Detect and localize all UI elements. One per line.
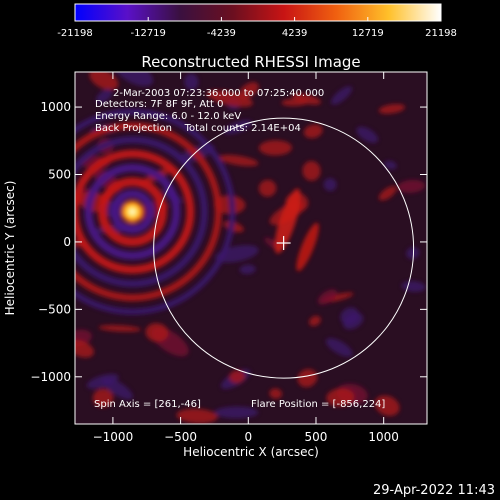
heatmap-blob: [98, 325, 142, 332]
heatmap-blob: [356, 126, 379, 143]
ring-artifact: [75, 122, 222, 302]
heatmap-blob: [397, 179, 426, 193]
heatmap-blob: [281, 98, 308, 107]
heatmap-blob: [89, 72, 119, 91]
heatmap-blob: [239, 264, 256, 275]
ring-artifact: [110, 189, 155, 234]
heatmap-blob: [229, 370, 245, 384]
ring-artifact: [75, 149, 195, 274]
x-tick-label: −500: [164, 430, 197, 444]
colorbar-tick-label: 4239: [282, 28, 307, 39]
colorbar-tick-label: -12719: [130, 28, 165, 39]
ring-artifact: [75, 136, 208, 288]
heatmap-blob: [291, 93, 322, 105]
axis-ticks: −1000 −500 0 500 1000 −1000 −500 0 500 1000: [30, 72, 427, 444]
x-tick-label: 0: [244, 430, 252, 444]
heatmap-layer: [75, 72, 426, 424]
ring-artifact: [75, 108, 236, 315]
plot-frame: [74, 71, 428, 425]
chart-title: Reconstructed RHESSI Image: [141, 53, 360, 71]
colorbar: -21198 -12719 -4239 4239 12719 21198: [57, 3, 457, 39]
colorbar-tick-label: 12719: [352, 28, 384, 39]
ring-artifact: [84, 163, 181, 260]
heatmap-blob: [114, 72, 154, 87]
heatmap-blob: [258, 140, 292, 156]
heatmap-blob: [258, 179, 277, 197]
heatmap-blob: [269, 388, 283, 399]
heatmap-blob: [145, 323, 169, 342]
heatmap-blob: [325, 338, 353, 357]
heatmap-blob: [401, 281, 426, 292]
footer-timestamp: 29-Apr-2022 11:43: [373, 483, 495, 498]
heatmap-blob: [92, 388, 114, 408]
colorbar-bar: [74, 3, 442, 22]
heatmap-blob: [176, 408, 218, 424]
x-axis-label: Heliocentric X (arcsec): [183, 445, 319, 459]
heatmap-blob: [303, 124, 323, 139]
info-line-detectors: Detectors: 7F 8F 9F, Att 0: [95, 99, 223, 110]
flare-source: [119, 198, 146, 225]
heatmap-blob: [340, 307, 359, 325]
x-tick-label: 500: [305, 430, 328, 444]
center-streak: [274, 188, 301, 254]
heatmap-blob: [406, 247, 420, 259]
heatmap-blob: [378, 103, 406, 114]
heatmap-blob: [323, 178, 337, 192]
info-block: 2-Mar-2003 07:23:36.000 to 07:25:40.000 …: [94, 88, 385, 410]
heatmap-blob: [326, 388, 355, 407]
heatmap-blob: [374, 395, 400, 416]
heatmap-blob: [101, 377, 133, 400]
x-tick-label: −1000: [93, 430, 134, 444]
heatmap-blob: [302, 160, 321, 181]
info-line-method: Back Projection Total counts: 2.14E+04: [95, 123, 301, 134]
y-tick-label: 0: [63, 235, 71, 249]
x-tick-label: 1000: [368, 430, 399, 444]
heatmap-blob: [309, 315, 321, 327]
heatmap-blob: [378, 186, 397, 201]
heatmap-blob: [239, 82, 259, 99]
heatmap-blob: [206, 90, 253, 107]
spin-axis-label: Spin Axis = [261,-46]: [94, 399, 201, 410]
heatmap-blob: [184, 73, 199, 90]
heatmap-blob: [75, 339, 94, 358]
y-tick-label: 500: [48, 167, 71, 181]
heatmap-blob: [330, 86, 353, 105]
heatmap-blob: [218, 154, 259, 167]
flare-position-label: Flare Position = [-856,224]: [251, 399, 385, 410]
heatmap-blob: [317, 289, 337, 305]
heatmap-blob: [214, 406, 259, 419]
y-tick-label: 1000: [40, 100, 71, 114]
colorbar-tick-label: 21198: [425, 28, 457, 39]
colorbar-tick-label: -21198: [57, 28, 92, 39]
center-streak: [296, 222, 319, 272]
info-line-energy: Energy Range: 6.0 - 12.0 keV: [95, 111, 241, 122]
y-axis-label: Heliocentric Y (arcsec): [3, 181, 17, 316]
info-line-time: 2-Mar-2003 07:23:36.000 to 07:25:40.000: [113, 88, 324, 99]
heatmap-blob: [297, 369, 318, 388]
colorbar-tick-label: -4239: [207, 28, 236, 39]
overlay-layer: [153, 117, 415, 379]
heatmap-blob: [96, 89, 113, 104]
plot-area: −1000 −500 0 500 1000 −1000 −500 0 500 1000: [30, 71, 428, 444]
y-tick-label: −1000: [30, 370, 71, 384]
heatmap-blob: [384, 160, 397, 170]
solar-disk-limb: [153, 117, 415, 379]
colorbar-ticks: -21198 -12719 -4239 4239 12719 21198: [57, 17, 457, 39]
ring-artifact: [97, 177, 167, 247]
y-tick-label: −500: [38, 302, 71, 316]
